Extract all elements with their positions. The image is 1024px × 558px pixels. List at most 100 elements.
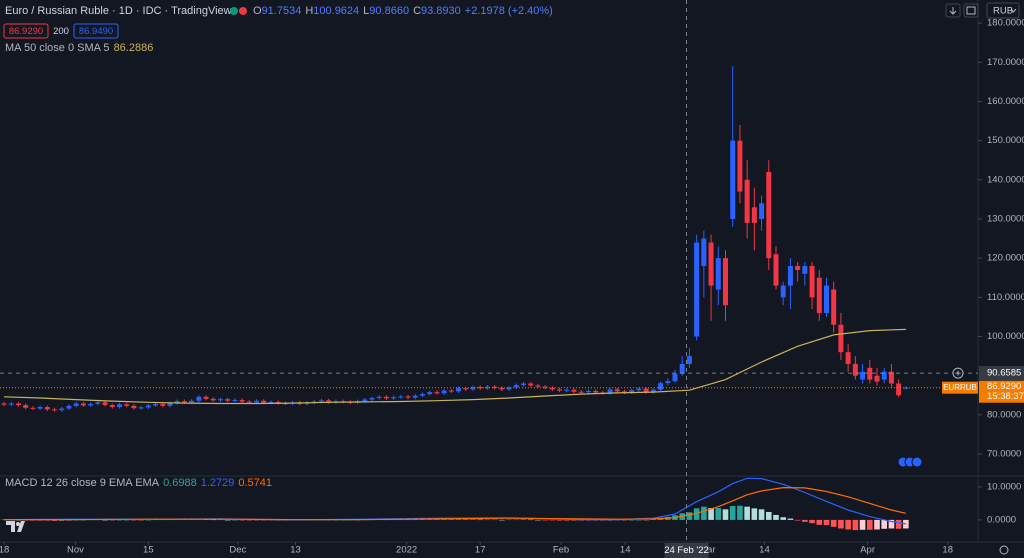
candle-body — [73, 403, 79, 406]
candle-body — [672, 373, 678, 382]
price-badge — [979, 380, 1024, 403]
candle-body — [254, 400, 260, 403]
candle-body — [23, 405, 29, 408]
fullscreen-icon — [966, 6, 976, 15]
candle-body — [867, 367, 873, 380]
candle-body — [456, 388, 462, 392]
overlay-value: 86.2886 — [114, 42, 154, 54]
x-tick-label: 2022 — [396, 545, 417, 556]
candle-body — [629, 390, 635, 393]
candle-body — [217, 399, 223, 401]
event-icon[interactable] — [911, 456, 923, 468]
ohlc-value: +2.1978 (+2.40%) — [465, 5, 553, 17]
settings-icon[interactable] — [999, 545, 1009, 555]
macd-histogram-bar — [881, 519, 888, 529]
x-tick-label: 18 — [942, 545, 953, 556]
candle-body — [405, 396, 411, 398]
x-tick-label: 14 — [620, 545, 631, 556]
x-tick-label: 18 — [0, 545, 9, 556]
candle-body — [513, 385, 519, 388]
macd-line — [4, 486, 907, 521]
candle-body — [737, 140, 743, 192]
logo — [6, 521, 25, 532]
candle-body — [816, 277, 822, 313]
y-tick-label: 120.0000 — [987, 253, 1024, 264]
macd-histogram-bar — [462, 519, 469, 520]
candle-body — [780, 285, 786, 298]
macd-histogram-bar — [224, 519, 231, 521]
macd-histogram-bar — [722, 509, 729, 520]
chart-title: Euro / Russian Ruble · 1D · IDC · Tradin… — [5, 5, 232, 17]
currency-button[interactable] — [986, 2, 1020, 19]
candle-body — [37, 407, 43, 409]
macd-histogram-bar — [874, 519, 880, 530]
candle-body — [109, 405, 115, 408]
macd-histogram-bar — [787, 518, 794, 520]
candle-body — [8, 403, 14, 405]
quote-text: 86.9490 — [79, 26, 113, 37]
macd-histogram-bar — [434, 519, 440, 520]
macd-histogram-bar — [405, 519, 411, 521]
candle-body — [268, 401, 274, 403]
macd-histogram-bar — [802, 519, 808, 522]
macd-histogram-bar — [845, 519, 851, 530]
candle-body — [15, 403, 21, 406]
candle-body — [535, 385, 541, 387]
overlay-name: MA 50 close 0 SMA 5 — [5, 42, 110, 54]
macd-histogram-bar — [542, 519, 548, 521]
candle-body — [124, 404, 130, 406]
candle-body — [145, 405, 151, 408]
candle-body — [419, 394, 425, 396]
macd-histogram-bar — [621, 519, 628, 521]
macd-histogram-bar — [455, 519, 462, 520]
macd-histogram-bar — [585, 519, 592, 521]
macd-histogram-bar — [448, 519, 455, 520]
macd-histogram-bar — [37, 519, 43, 521]
candle-body — [607, 389, 613, 394]
candle-body — [708, 242, 714, 286]
macd-histogram-bar — [232, 519, 238, 521]
macd-histogram-bar — [51, 519, 58, 521]
macd-histogram-bar — [499, 519, 505, 521]
logo-shape — [17, 521, 25, 532]
candle-body — [766, 171, 772, 259]
candle-body — [506, 387, 512, 390]
candle-body — [679, 363, 685, 374]
candle-body — [571, 389, 577, 392]
download-button[interactable] — [945, 3, 961, 18]
toolbar[interactable] — [945, 2, 1020, 19]
macd-histogram-bar — [412, 519, 419, 521]
macd-histogram-bar — [816, 519, 823, 525]
candle-body — [845, 352, 851, 364]
macd-histogram-bar — [167, 519, 173, 521]
candle-body — [773, 254, 779, 286]
macd-histogram-bar — [852, 519, 859, 531]
macd-histogram-bar — [809, 519, 815, 524]
candle-body — [44, 407, 50, 410]
candle-body — [701, 238, 707, 266]
ohlc-value: 93.8930 — [421, 5, 461, 17]
macd-histogram-bar — [520, 519, 527, 520]
candle-body — [492, 386, 498, 388]
event-icons[interactable] — [897, 456, 923, 468]
currency-label[interactable]: RUB — [993, 6, 1013, 17]
candle-body — [614, 389, 620, 392]
fullscreen-button[interactable] — [963, 3, 979, 18]
settings-gear[interactable] — [999, 545, 1009, 555]
macd-histogram-bar — [535, 519, 541, 521]
macd-histogram-bar — [549, 519, 556, 521]
macd-histogram-bar — [470, 519, 476, 520]
macd-histogram-bar — [109, 519, 116, 521]
macd-histogram-bar — [491, 519, 498, 521]
candle-body — [174, 401, 180, 404]
macd-histogram-bar — [643, 519, 649, 521]
macd-histogram-bar — [895, 519, 902, 529]
ohlc-key: L — [363, 5, 369, 17]
x-tick-label: Feb — [553, 545, 569, 556]
macd-histogram-bar — [441, 519, 447, 520]
candle-body — [196, 396, 202, 401]
candle-body — [881, 371, 887, 380]
candle-body — [564, 389, 570, 391]
quote-text: 86.9290 — [9, 26, 43, 37]
candle-body — [80, 403, 86, 406]
